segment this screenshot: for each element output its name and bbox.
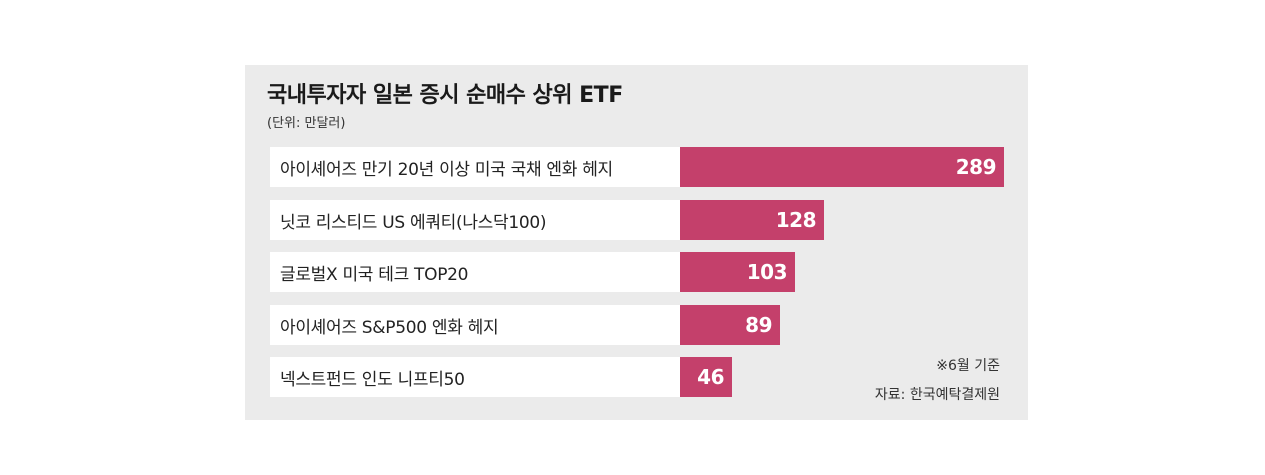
bar: 289 xyxy=(680,147,1004,187)
bar-value-label: 128 xyxy=(775,208,817,232)
bar-value-label: 289 xyxy=(955,155,997,179)
chart-source: 자료: 한국예탁결제원 xyxy=(874,387,1000,403)
chart-unit: (단위: 만달러) xyxy=(267,116,346,131)
bar: 46 xyxy=(680,357,732,397)
category-label: 아이셰어즈 만기 20년 이상 미국 국채 엔화 헤지 xyxy=(270,147,680,187)
bar-value-label: 46 xyxy=(697,365,724,389)
category-label: 아이셰어즈 S&P500 엔화 헤지 xyxy=(270,305,680,345)
bar-value-label: 103 xyxy=(746,260,788,284)
chart-panel: 국내투자자 일본 증시 순매수 상위 ETF (단위: 만달러) 아이셰어즈 만… xyxy=(245,65,1028,420)
chart-title: 국내투자자 일본 증시 순매수 상위 ETF xyxy=(267,83,623,108)
bar: 128 xyxy=(680,200,824,240)
category-label: 글로벌X 미국 테크 TOP20 xyxy=(270,252,680,292)
bar: 89 xyxy=(680,305,780,345)
bar: 103 xyxy=(680,252,795,292)
chart-note-basis: ※6월 기준 xyxy=(936,358,1000,374)
category-label: 넥스트펀드 인도 니프티50 xyxy=(270,357,680,397)
bar-value-label: 89 xyxy=(745,313,772,337)
category-label: 닛코 리스티드 US 에쿼티(나스닥100) xyxy=(270,200,680,240)
